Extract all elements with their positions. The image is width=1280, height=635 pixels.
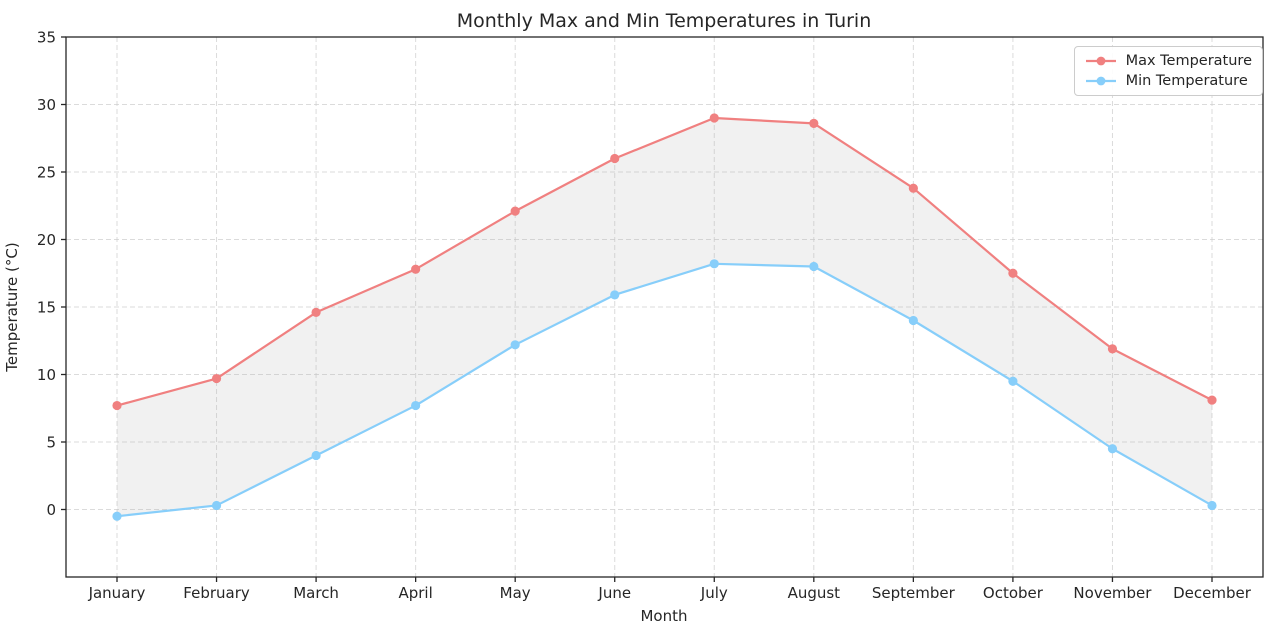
legend: Max Temperature Min Temperature	[1073, 46, 1263, 96]
axes-layer	[61, 36, 1264, 582]
data-point-max	[908, 183, 918, 193]
data-point-max	[1107, 344, 1118, 354]
x-tick-label: December	[1173, 584, 1252, 602]
data-point-max	[809, 118, 819, 128]
x-tick-label: August	[788, 584, 841, 602]
x-tick-label: September	[872, 584, 956, 602]
data-point-min	[809, 261, 819, 272]
x-tick-label: October	[983, 584, 1044, 602]
legend-item-max-temperature: Max Temperature	[1084, 54, 1252, 69]
y-axis-label: Temperature (°C)	[3, 242, 21, 372]
temperature-range-band	[117, 118, 1212, 517]
x-tick-label: June	[597, 584, 631, 602]
gridlines-layer	[66, 36, 1263, 577]
data-point-max	[510, 206, 520, 216]
data-point-max	[709, 113, 719, 123]
y-tick-label: 5	[46, 434, 56, 452]
data-point-max	[411, 264, 421, 274]
y-tick-label: 10	[37, 366, 56, 384]
data-point-min	[211, 500, 222, 511]
series-line-min	[115, 262, 1214, 518]
data-point-max	[1207, 395, 1217, 405]
series-layer	[112, 113, 1217, 521]
data-point-max	[112, 400, 122, 411]
data-point-min	[112, 511, 122, 521]
x-tick-label: July	[700, 584, 728, 602]
x-tick-label: May	[500, 584, 531, 602]
data-point-min	[1008, 376, 1018, 386]
y-tick-label: 0	[46, 501, 56, 519]
legend-line-marker-max	[1085, 56, 1116, 66]
data-point-min	[1207, 500, 1217, 511]
chart-title: Monthly Max and Min Temperatures in Turi…	[457, 10, 872, 32]
y-tick-label: 15	[37, 299, 56, 317]
legend-label-max-temperature: Max Temperature	[1125, 53, 1252, 69]
x-tick-label: January	[88, 584, 146, 602]
data-point-min	[1107, 444, 1118, 454]
fill-between-area	[117, 118, 1212, 517]
data-point-max	[311, 307, 321, 317]
y-tick-label: 20	[37, 231, 56, 249]
legend-label-min-temperature: Min Temperature	[1125, 72, 1248, 89]
data-point-min	[311, 450, 321, 461]
x-axis-label: Month	[640, 607, 687, 625]
x-tick-label: April	[398, 584, 432, 602]
x-tick-label: March	[293, 584, 339, 602]
legend-line-marker-min	[1085, 76, 1116, 86]
data-point-min	[908, 315, 918, 326]
y-tick-label: 25	[37, 164, 56, 182]
series-line-max	[115, 116, 1214, 407]
tick-labels-layer: 0 5 10 15 20 25 30 35 January February March April M…	[37, 29, 1252, 603]
data-point-min	[510, 340, 520, 350]
legend-item-min-temperature: Min Temperature	[1084, 72, 1252, 89]
data-point-max	[610, 153, 620, 164]
data-point-min	[411, 400, 421, 411]
y-tick-label: 30	[37, 96, 56, 114]
x-tick-label: November	[1073, 584, 1152, 602]
data-point-max	[211, 373, 222, 384]
data-point-max	[1008, 268, 1018, 278]
data-point-min	[709, 259, 719, 269]
x-tick-label: February	[183, 584, 250, 602]
data-point-min	[610, 290, 620, 300]
y-tick-label: 35	[37, 29, 56, 47]
